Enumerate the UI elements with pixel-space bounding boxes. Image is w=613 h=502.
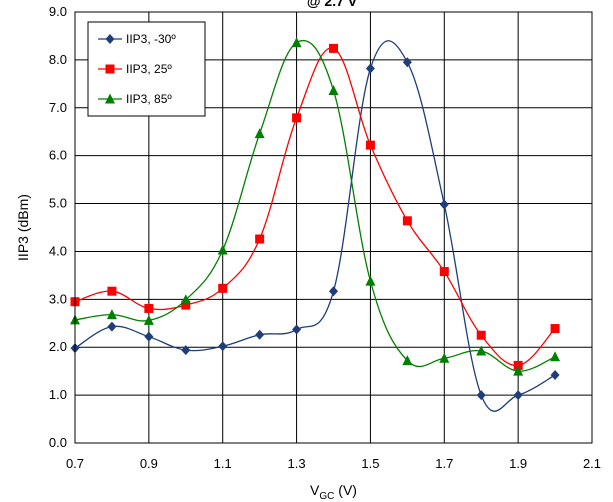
data-point (513, 390, 523, 401)
data-point (107, 286, 117, 296)
chart-title: @ 2.7 V (307, 0, 358, 9)
legend-label: IIP3, -30º (126, 32, 176, 46)
data-point (513, 365, 524, 376)
data-point (550, 351, 561, 362)
data-point (476, 330, 486, 340)
data-point (218, 341, 228, 352)
x-axis-label: VGC (V) (310, 482, 357, 502)
data-point (513, 360, 523, 370)
x-axis-label-unit: (V) (334, 482, 357, 498)
data-point (181, 300, 191, 310)
data-point (365, 140, 375, 150)
series-1 (70, 40, 560, 412)
data-point (439, 199, 449, 210)
legend-label: IIP3, 25º (126, 62, 172, 76)
data-point (292, 324, 302, 335)
series-line (74, 40, 556, 412)
y-tick-label: 7.0 (49, 100, 67, 115)
x-tick-label: 1.9 (509, 456, 527, 471)
legend-label: IIP3, 85º (126, 92, 172, 106)
x-tick-label: 1.5 (361, 456, 379, 471)
data-point (107, 321, 117, 332)
data-point (255, 234, 265, 244)
data-point (439, 352, 450, 363)
legend-item: IIP3, 85º (98, 92, 172, 106)
series-3 (70, 37, 561, 376)
data-point (144, 303, 154, 313)
x-tick-label: 0.7 (66, 456, 84, 471)
y-tick-label: 3.0 (49, 291, 67, 306)
data-point (181, 345, 191, 356)
legend: IIP3, -30º IIP3, 25º IIP3, 85º (87, 21, 206, 117)
data-point (255, 329, 265, 340)
y-tick-label: 8.0 (49, 52, 67, 67)
y-tick-label: 6.0 (49, 148, 67, 163)
data-point (402, 57, 412, 68)
tick-labels: 0.0 1.0 2.0 3.0 4.0 5.0 6.0 7.0 8.0 9.0 0.7 0.9 1.1 1… (49, 4, 601, 471)
data-point (365, 63, 375, 74)
data-point (550, 324, 560, 334)
data-point (402, 216, 412, 226)
data-point (328, 85, 339, 96)
legend-item: IIP3, 25º (98, 62, 172, 76)
y-tick-label: 4.0 (49, 243, 67, 258)
y-tick-label: 2.0 (49, 339, 67, 354)
x-tick-label: 0.9 (140, 456, 158, 471)
legend-marker (105, 64, 115, 74)
data-point (476, 345, 487, 356)
y-tick-label: 9.0 (49, 4, 67, 19)
data-point (550, 369, 560, 380)
data-point (217, 244, 228, 255)
data-point (329, 43, 338, 53)
x-axis-label-subscript: GC (319, 491, 334, 502)
data-point (143, 314, 154, 325)
data-point (144, 331, 154, 342)
plot-frame (74, 11, 593, 444)
data-point (439, 267, 449, 277)
data-point (292, 113, 302, 123)
data-point (476, 390, 486, 401)
series-line (74, 39, 556, 372)
y-tick-label: 0.0 (49, 435, 67, 450)
legend-item: IIP3, -30º (98, 32, 176, 46)
x-axis-label-main: V (310, 482, 320, 498)
x-tick-label: 1.3 (288, 456, 306, 471)
data-point (106, 309, 117, 320)
data-point (218, 283, 228, 293)
x-tick-label: 1.7 (435, 456, 453, 471)
data-point (329, 286, 338, 297)
y-axis-label: IIP3 (dBm) (15, 194, 31, 261)
data-point (402, 355, 413, 366)
legend-marker (105, 34, 115, 44)
y-tick-label: 5.0 (49, 196, 67, 211)
data-point (180, 294, 191, 305)
y-tick-label: 1.0 (49, 387, 67, 402)
series-line (74, 47, 556, 367)
data-point (365, 275, 376, 286)
data-point (254, 128, 265, 139)
legend-marker (105, 93, 115, 104)
plot-series (70, 37, 561, 412)
x-tick-label: 2.1 (583, 456, 601, 471)
data-point (291, 37, 302, 48)
x-tick-label: 1.1 (214, 456, 232, 471)
